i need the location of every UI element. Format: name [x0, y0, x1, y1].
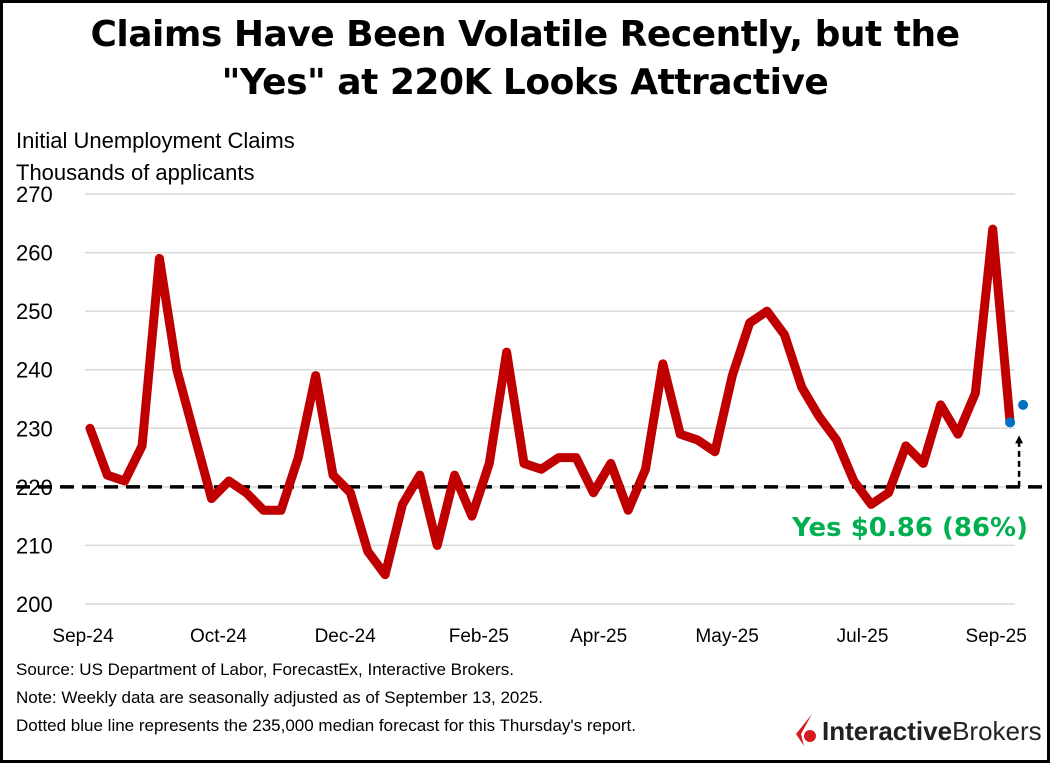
chart-title-line1: Claims Have Been Volatile Recently, but … — [90, 14, 960, 55]
y-tick-label: 240 — [16, 358, 53, 383]
x-tick-label: Oct-24 — [190, 626, 247, 647]
x-tick-label: Apr-25 — [570, 626, 627, 647]
latest-point-marker — [1005, 417, 1016, 428]
y-tick-label: 250 — [16, 299, 53, 324]
interactive-brokers-logo: Interactive Brokers — [792, 712, 1042, 750]
x-tick-label: Sep-24 — [52, 626, 114, 647]
forecast-note: Dotted blue line represents the 235,000 … — [16, 716, 637, 735]
x-tick-label: May-25 — [695, 626, 758, 647]
forecast-point-marker — [1018, 399, 1029, 410]
y-tick-label: 200 — [16, 592, 53, 617]
arrow-head-icon — [1015, 435, 1024, 444]
x-tick-label: Jul-25 — [837, 626, 889, 647]
yes-price-annotation: Yes $0.86 (86%) — [791, 513, 1028, 543]
logo-text-bold: Interactive — [822, 715, 953, 746]
y-axis-unit: Thousands of applicants — [16, 160, 255, 185]
data-note: Note: Weekly data are seasonally adjuste… — [16, 688, 544, 707]
y-tick-label: 210 — [16, 533, 53, 558]
claims-line — [85, 224, 1015, 580]
source-note: Source: US Department of Labor, Forecast… — [16, 660, 514, 679]
x-tick-label: Feb-25 — [449, 626, 509, 647]
y-tick-label: 260 — [16, 241, 53, 266]
chart-title-line2: "Yes" at 220K Looks Attractive — [221, 62, 829, 103]
y-tick-label: 230 — [16, 416, 53, 441]
chart-subtitle: Initial Unemployment Claims — [16, 128, 295, 153]
x-tick-label: Sep-25 — [966, 626, 1027, 647]
y-tick-label: 270 — [16, 182, 53, 207]
x-tick-label: Dec-24 — [315, 626, 377, 647]
ib-logo-icon — [796, 714, 816, 746]
logo-text-regular: Brokers — [952, 715, 1042, 746]
